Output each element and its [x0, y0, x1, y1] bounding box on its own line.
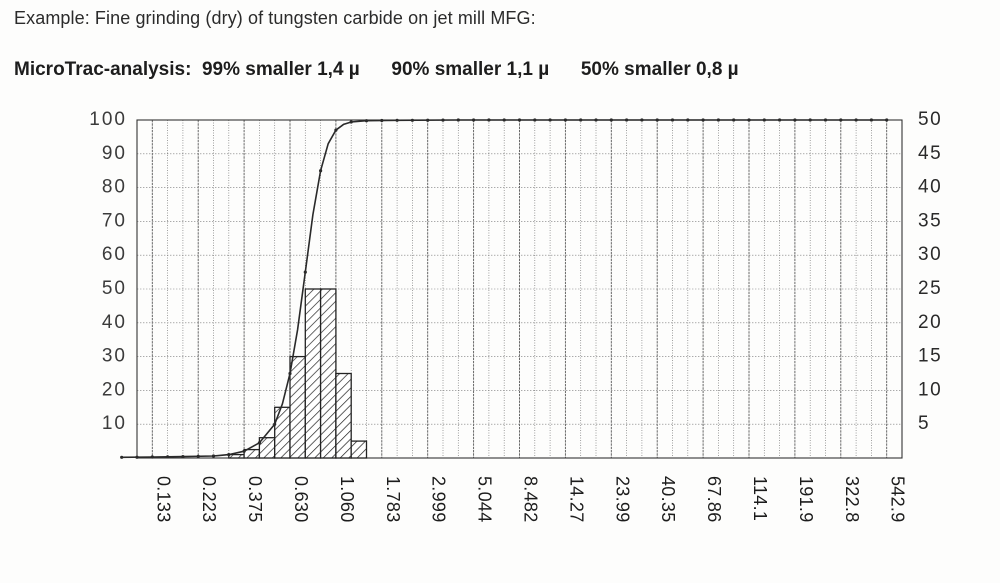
- svg-text:25: 25: [918, 278, 942, 299]
- svg-text:15: 15: [918, 346, 942, 367]
- svg-text:191.9: 191.9: [796, 476, 816, 523]
- svg-text:40: 40: [102, 312, 127, 333]
- svg-text:1.783: 1.783: [383, 476, 403, 523]
- svg-text:40: 40: [918, 177, 942, 198]
- svg-text:5.044: 5.044: [475, 476, 495, 523]
- svg-text:2.999: 2.999: [429, 476, 449, 523]
- svg-text:542.9: 542.9: [888, 476, 908, 523]
- svg-text:80: 80: [102, 177, 127, 198]
- svg-text:30: 30: [918, 244, 942, 265]
- svg-text:114.1: 114.1: [750, 476, 770, 521]
- svg-text:23.99: 23.99: [612, 476, 632, 523]
- svg-text:35: 35: [918, 210, 942, 231]
- svg-text:14.27: 14.27: [566, 476, 586, 523]
- svg-text:0.223: 0.223: [199, 476, 219, 523]
- svg-text:50: 50: [102, 278, 127, 299]
- svg-text:90: 90: [102, 143, 127, 164]
- svg-text:50: 50: [918, 109, 942, 130]
- svg-text:322.8: 322.8: [842, 476, 862, 523]
- svg-text:8.482: 8.482: [521, 476, 541, 523]
- svg-text:70: 70: [102, 210, 127, 231]
- svg-text:5: 5: [918, 413, 930, 434]
- svg-text:60: 60: [102, 244, 127, 265]
- svg-text:1.060: 1.060: [337, 476, 357, 523]
- svg-text:20: 20: [102, 379, 127, 400]
- svg-text:0.375: 0.375: [245, 476, 265, 523]
- svg-text:10: 10: [102, 413, 127, 434]
- svg-text:0.133: 0.133: [153, 476, 173, 523]
- svg-text:10: 10: [918, 379, 942, 400]
- svg-text:0.630: 0.630: [291, 476, 311, 523]
- svg-text:40.35: 40.35: [658, 476, 678, 523]
- svg-text:45: 45: [918, 143, 942, 164]
- svg-text:30: 30: [102, 346, 127, 367]
- svg-text:20: 20: [918, 312, 942, 333]
- svg-text:100: 100: [89, 109, 127, 130]
- svg-text:67.86: 67.86: [704, 476, 724, 523]
